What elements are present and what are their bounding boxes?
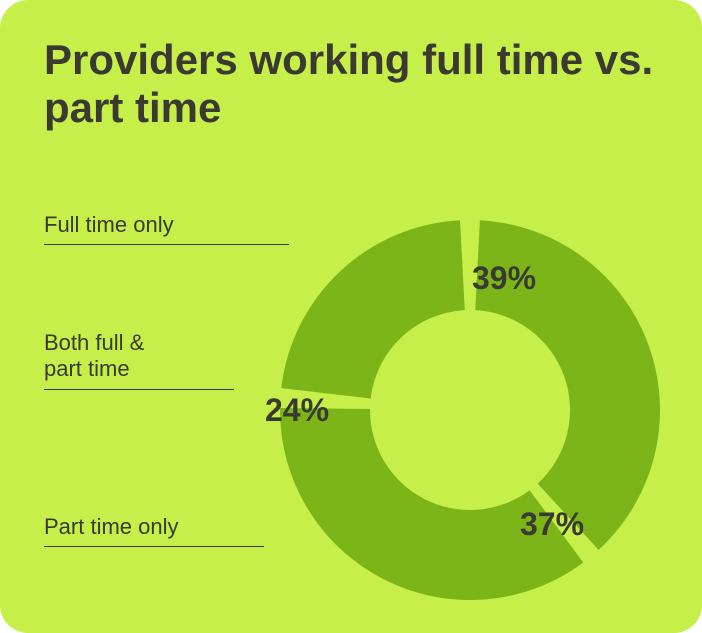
- legend-item-0: Full time only: [44, 212, 289, 245]
- legend-label: Full time only: [44, 212, 289, 238]
- percent-label-both: 24%: [265, 392, 329, 429]
- percent-label-full_time_only: 39%: [472, 260, 536, 297]
- legend-item-1: Both full & part time: [44, 330, 234, 390]
- legend-rule: [44, 546, 264, 547]
- infographic-card: Providers working full time vs. part tim…: [0, 0, 702, 633]
- legend-label: Part time only: [44, 514, 264, 540]
- donut-segment-both: [281, 220, 465, 398]
- legend-rule: [44, 389, 234, 390]
- percent-label-part_time_only: 37%: [520, 506, 584, 543]
- legend-item-2: Part time only: [44, 514, 264, 547]
- legend-rule: [44, 244, 289, 245]
- legend-label: Both full & part time: [44, 330, 234, 383]
- donut-segment-part_time_only: [280, 408, 583, 600]
